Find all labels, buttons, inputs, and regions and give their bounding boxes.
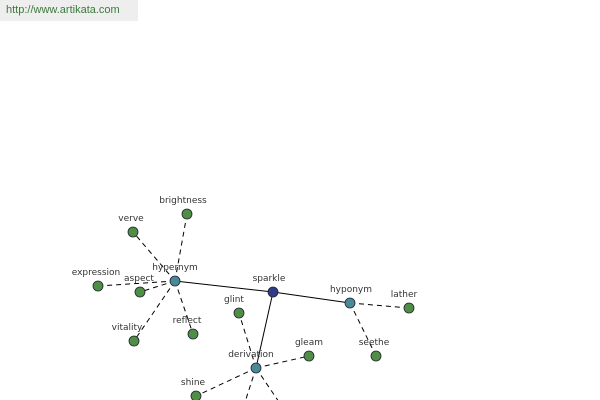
word-edge	[132, 231, 176, 282]
word-node[interactable]	[169, 275, 181, 287]
site-url[interactable]: http://www.artikata.com	[6, 4, 120, 16]
node-label[interactable]: hyponym	[330, 285, 372, 295]
node-label[interactable]: verve	[118, 214, 144, 224]
node-label[interactable]: vitality	[112, 323, 143, 333]
word-edge	[349, 302, 410, 309]
word-node[interactable]	[403, 302, 415, 314]
node-label[interactable]: shine	[181, 378, 206, 388]
word-node[interactable]	[181, 208, 193, 220]
word-node[interactable]	[303, 350, 315, 362]
word-node[interactable]	[370, 350, 382, 362]
word-node[interactable]	[134, 286, 146, 298]
word-edge	[133, 280, 176, 342]
word-edge	[174, 280, 194, 335]
node-label[interactable]: hypernym	[152, 263, 198, 273]
word-edge	[174, 213, 188, 282]
word-edge	[255, 367, 279, 400]
node-label[interactable]: gleam	[295, 338, 323, 348]
word-edge	[349, 302, 377, 357]
node-label[interactable]: derivation	[228, 350, 274, 360]
node-label[interactable]: seethe	[359, 338, 390, 348]
word-node[interactable]	[127, 226, 139, 238]
node-label[interactable]: reflect	[173, 316, 202, 326]
word-node[interactable]	[187, 328, 199, 340]
relation-edge	[255, 291, 274, 369]
word-node[interactable]	[344, 297, 356, 309]
word-edge	[255, 355, 310, 369]
node-label[interactable]: brightness	[159, 196, 207, 206]
word-edge	[195, 367, 257, 397]
word-edge	[238, 312, 257, 369]
node-label[interactable]: sparkle	[253, 274, 286, 284]
relation-edge	[174, 280, 274, 293]
node-label[interactable]: aspect	[124, 274, 154, 284]
word-edge	[139, 280, 176, 293]
word-node[interactable]	[267, 286, 279, 298]
word-edge	[245, 367, 257, 400]
relation-edge	[272, 291, 351, 304]
node-label[interactable]: expression	[72, 268, 121, 278]
word-node[interactable]	[92, 280, 104, 292]
node-label[interactable]: glint	[224, 295, 244, 305]
word-node[interactable]	[190, 390, 202, 400]
word-edge	[97, 280, 176, 287]
word-node[interactable]	[233, 307, 245, 319]
word-node[interactable]	[250, 362, 262, 374]
header: http://www.artikata.com	[0, 0, 138, 21]
word-node[interactable]	[128, 335, 140, 347]
node-label[interactable]: lather	[391, 290, 418, 300]
